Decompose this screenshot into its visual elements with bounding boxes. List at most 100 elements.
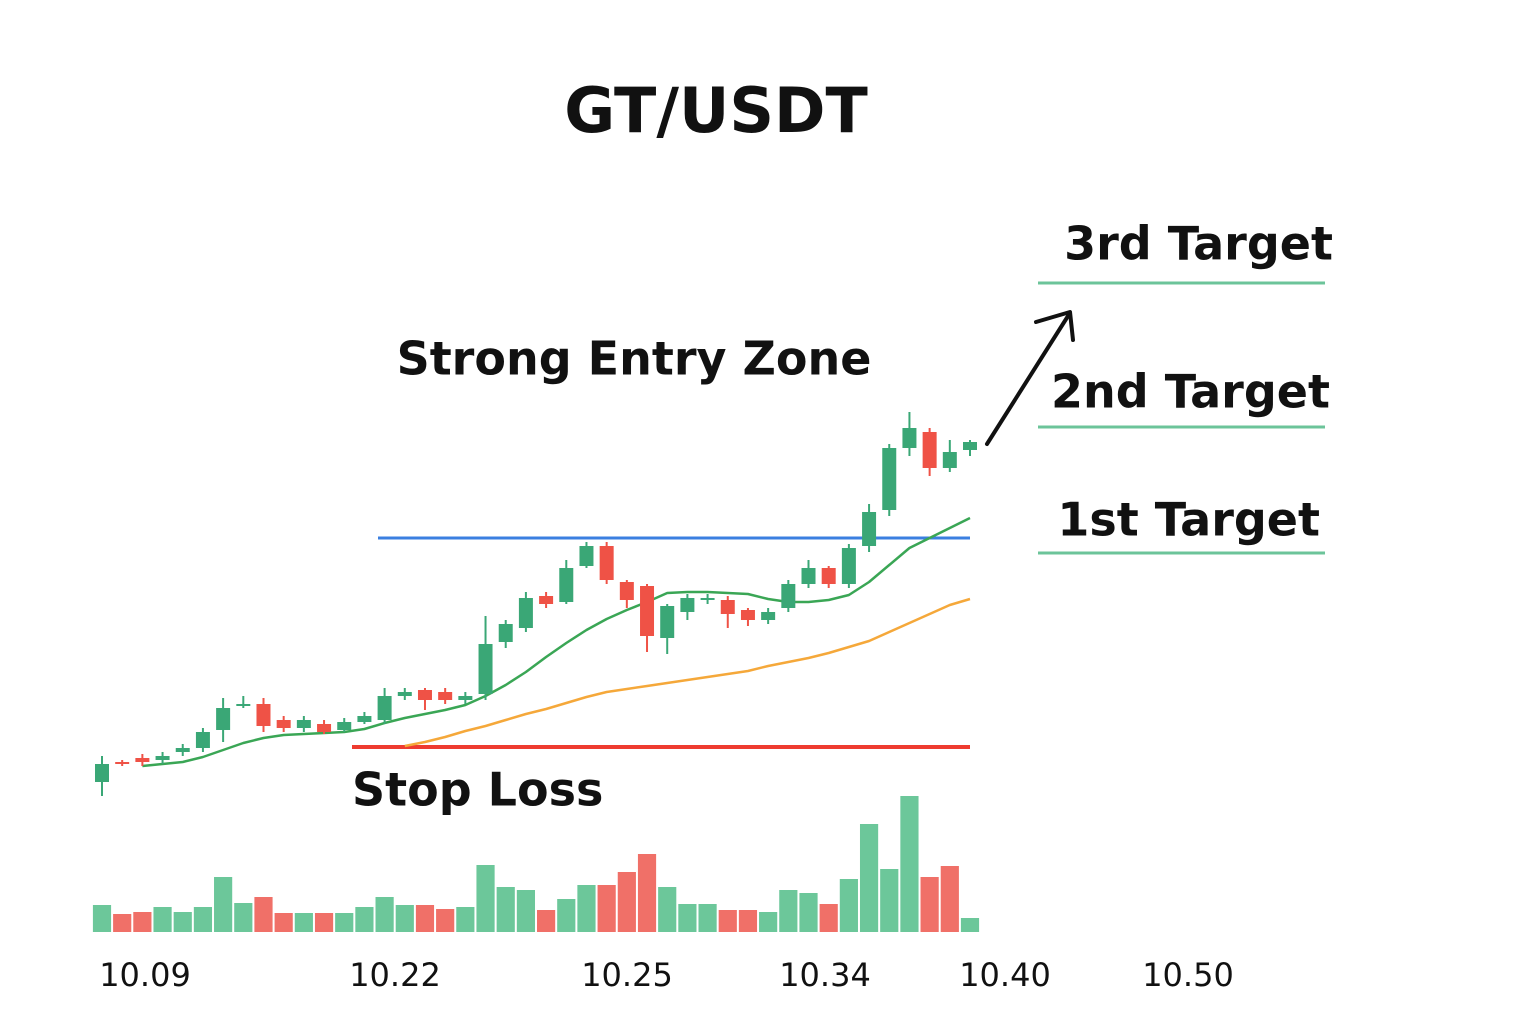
volume-bar [557,899,576,932]
candle-body [337,722,352,730]
candle-body [458,696,473,700]
volume-bar [839,879,858,932]
moving-average-line [404,597,971,748]
candle-body [559,568,574,602]
candle-body [539,596,554,604]
candle-body [498,624,513,642]
candle-body [155,756,170,760]
volume-bar [153,907,172,932]
volume-bar [537,910,556,932]
candle-body [963,442,977,450]
x-tick-label: 10.50 [1142,956,1234,994]
volume-bar [133,912,152,932]
x-tick-label: 10.34 [779,956,871,994]
level-label: 3rd Target [1064,217,1333,271]
candle-body [296,720,311,728]
volume-bar [314,913,334,932]
candle-body [640,586,655,636]
x-tick-label: 10.22 [349,956,441,994]
candle-body [942,452,957,468]
candle-body [902,428,917,448]
level-label: Stop Loss [352,763,603,817]
arrow-shaft [985,314,1070,446]
level-label: 2nd Target [1051,365,1330,419]
volume-bar [113,914,132,932]
arrow-head [1034,310,1075,342]
candle-body [922,432,937,468]
volume-bar [496,887,515,932]
candle-body [761,612,776,620]
candle-body [317,724,332,732]
volume-bar [658,887,677,932]
x-tick-label: 10.09 [99,956,191,994]
candle-body [518,598,533,628]
candle-body [720,600,735,614]
candle-body [216,708,231,730]
volume-bar [940,866,959,932]
candle-body [660,606,675,638]
volume-bar [436,909,455,932]
candle-body [619,582,634,600]
volume-bar [617,872,636,932]
volume-bar [415,905,435,932]
volume-bar [274,913,293,932]
chart-title: GT/USDT [564,74,868,147]
volume-bar [678,904,697,932]
candle-body [195,732,210,748]
volume-bar [637,854,657,932]
candle-body [95,764,109,782]
level-label: Strong Entry Zone [397,332,872,386]
volume-bar [698,904,717,932]
volume-bar [577,885,596,932]
candle-body [599,546,614,580]
candle-body [357,716,372,722]
candle-body [841,548,856,584]
candle-body [821,568,836,584]
volume-bar [375,897,394,932]
volume-bar [395,905,414,932]
candle-body [801,568,816,584]
x-tick-label: 10.25 [581,956,673,994]
volume-bar [234,903,253,932]
volume-bar [294,913,313,932]
volume-bar [456,907,475,932]
candle-body [862,512,877,546]
candle-body [579,546,594,566]
arrow [985,310,1075,446]
volume-bar [173,912,192,932]
volume-bar [355,907,374,932]
volume-bar [920,877,939,932]
level-label: 1st Target [1057,493,1320,547]
candle-body [417,690,432,700]
volume-bar [819,904,838,932]
volume-bar [92,905,112,932]
x-tick-label: 10.40 [959,956,1051,994]
volume-bar [880,869,899,932]
volume-bar [799,893,818,932]
candle-body [377,696,392,720]
candle-body [781,584,796,608]
candle-body [276,720,291,728]
volume-bar [779,890,798,932]
candle-body [700,598,715,600]
volume-bar [516,890,535,932]
candle-body [175,748,190,752]
candle-body [135,758,150,762]
candle-body [740,610,755,620]
volume-bar [597,885,616,932]
volume-bar [254,897,273,932]
candle-body [397,692,412,696]
candle-body [115,762,130,764]
candle-body [236,704,251,706]
volume-bar [900,796,919,932]
volume-bar [193,907,213,932]
candle-body [256,704,271,726]
volume-bar [335,913,354,932]
volume-bar [718,910,737,932]
volume-bar [214,877,233,932]
candle-body [478,644,493,694]
volume-bar [738,910,758,932]
candle-body [438,692,453,700]
